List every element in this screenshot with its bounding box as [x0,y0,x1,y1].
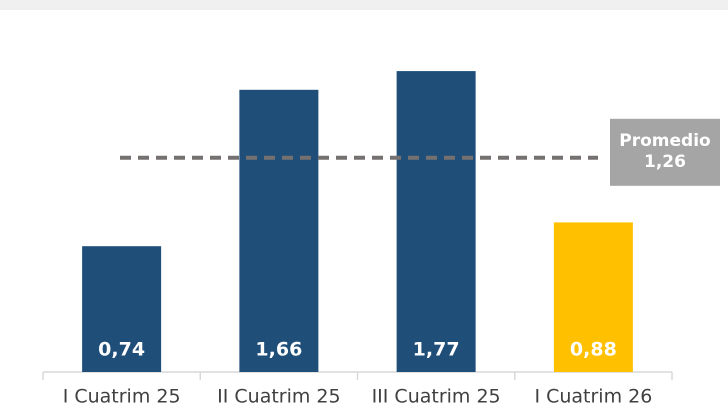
x-tick-label: III Cuatrim 25 [372,386,501,408]
data-label: 0,74 [98,339,145,361]
data-label: 0,88 [570,339,617,361]
average-value: 1,26 [644,152,686,172]
bar [553,222,633,372]
average-label: Promedio [619,131,710,151]
x-tick-label: II Cuatrim 25 [217,386,340,408]
average-box [610,118,720,186]
x-tick-label: I Cuatrim 26 [534,386,652,408]
data-label: 1,66 [255,339,302,361]
bar [396,71,476,372]
data-label: 1,77 [413,339,460,361]
x-tick-label: I Cuatrim 25 [63,386,181,408]
bar [239,89,319,373]
bar [82,246,162,372]
